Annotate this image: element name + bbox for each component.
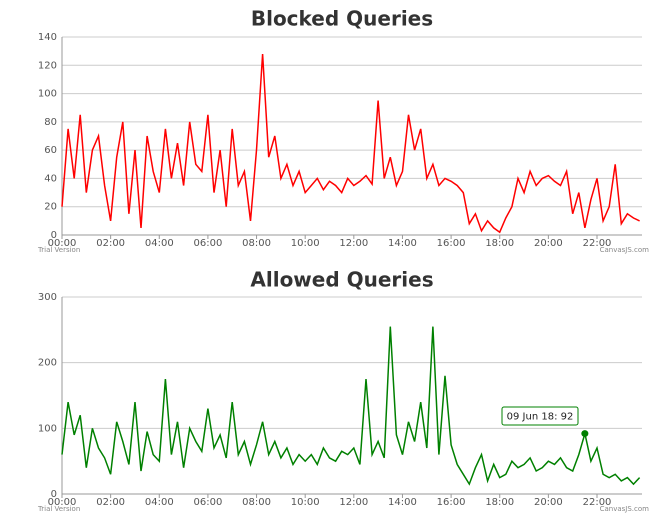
x-tick-label: 02:00 bbox=[96, 238, 125, 249]
credit: CanvasJS.com bbox=[600, 505, 650, 513]
x-tick-label: 06:00 bbox=[193, 497, 222, 508]
y-tick-label: 60 bbox=[44, 145, 57, 156]
watermark: Trial Version bbox=[37, 246, 80, 254]
x-tick-label: 22:00 bbox=[583, 238, 612, 249]
x-tick-label: 00:00 bbox=[48, 238, 77, 249]
x-tick-label: 10:00 bbox=[291, 497, 320, 508]
x-tick-label: 16:00 bbox=[437, 497, 466, 508]
x-tick-label: 06:00 bbox=[193, 238, 222, 249]
x-tick-label: 00:00 bbox=[48, 497, 77, 508]
x-tick-label: 10:00 bbox=[291, 238, 320, 249]
x-tick-label: 08:00 bbox=[242, 497, 271, 508]
x-tick-label: 12:00 bbox=[339, 497, 368, 508]
chart: Blocked Queries 0 20 40 60 80 100 120 140 00:00 02… bbox=[37, 7, 649, 255]
y-tick-label: 100 bbox=[38, 423, 57, 434]
chart: Allowed Queries 0 100 200 300 00:00 02:00 04:00… bbox=[37, 268, 649, 514]
x-tick-label: 14:00 bbox=[388, 238, 417, 249]
x-tick-label: 12:00 bbox=[339, 238, 368, 249]
y-tick-label: 0 bbox=[51, 489, 57, 500]
y-tick-label: 200 bbox=[38, 358, 57, 369]
x-tick-label: 04:00 bbox=[145, 497, 174, 508]
y-tick-label: 120 bbox=[38, 60, 57, 71]
y-tick-label: 40 bbox=[44, 173, 57, 184]
x-tick-label: 20:00 bbox=[534, 497, 563, 508]
chart-title: Allowed Queries bbox=[250, 268, 433, 292]
y-tick-label: 300 bbox=[38, 292, 57, 303]
x-tick-label: 22:00 bbox=[583, 497, 612, 508]
x-tick-label: 20:00 bbox=[534, 238, 563, 249]
tooltip-text: 09 Jun 18: 92 bbox=[507, 412, 574, 423]
y-tick-label: 20 bbox=[44, 202, 57, 213]
x-tick-label: 18:00 bbox=[485, 497, 514, 508]
tooltip-box bbox=[501, 406, 579, 426]
y-tick-label: 80 bbox=[44, 117, 57, 128]
x-tick-label: 16:00 bbox=[437, 238, 466, 249]
y-tick-label: 100 bbox=[38, 89, 57, 100]
x-tick-label: 04:00 bbox=[145, 238, 174, 249]
watermark: Trial Version bbox=[37, 505, 80, 513]
credit: CanvasJS.com bbox=[600, 246, 650, 254]
data-line bbox=[61, 326, 641, 486]
chart-title: Blocked Queries bbox=[251, 7, 433, 31]
x-tick-label: 14:00 bbox=[388, 497, 417, 508]
y-tick-label: 0 bbox=[51, 230, 57, 241]
data-line bbox=[61, 53, 640, 234]
x-tick-label: 02:00 bbox=[96, 497, 125, 508]
x-tick-label: 18:00 bbox=[485, 238, 514, 249]
y-tick-label: 140 bbox=[38, 32, 57, 43]
tooltip-marker bbox=[581, 430, 589, 438]
x-tick-label: 08:00 bbox=[242, 238, 271, 249]
